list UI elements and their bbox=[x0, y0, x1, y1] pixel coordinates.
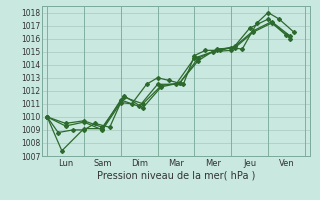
X-axis label: Pression niveau de la mer( hPa ): Pression niveau de la mer( hPa ) bbox=[97, 171, 255, 181]
